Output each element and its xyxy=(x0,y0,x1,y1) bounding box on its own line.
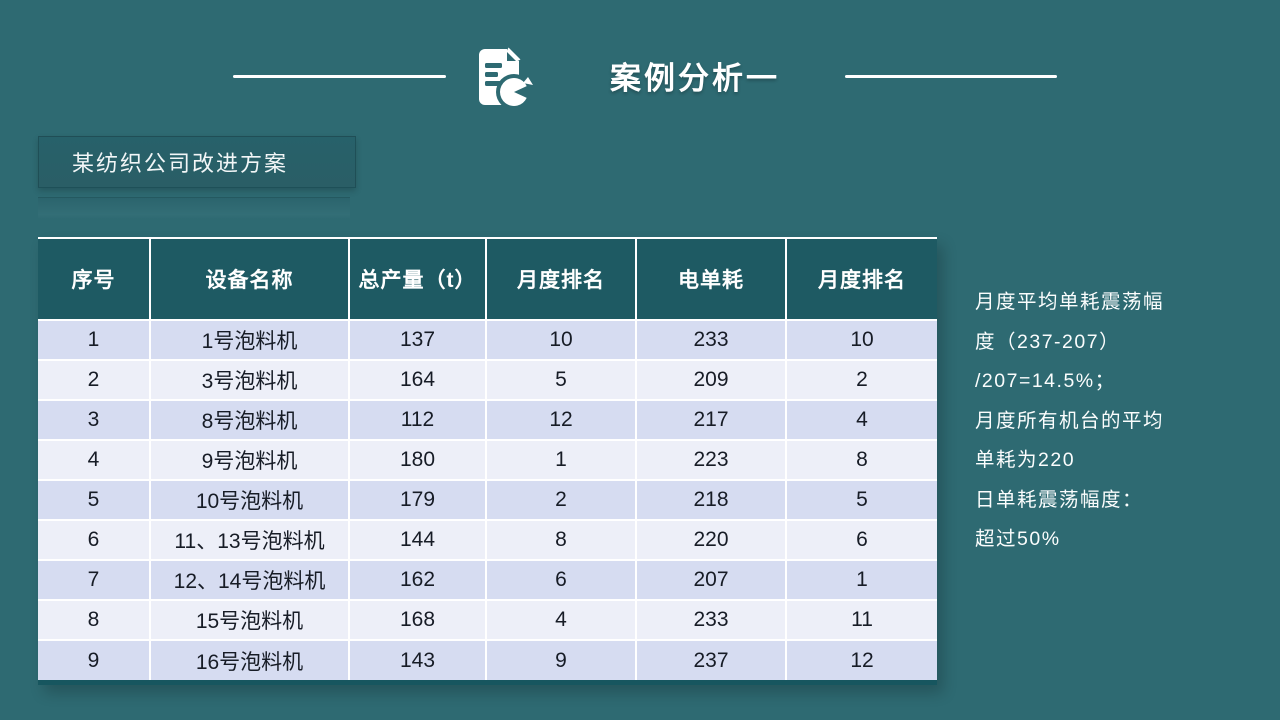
table-cell: 162 xyxy=(348,559,487,601)
table-cell: 9号泡料机 xyxy=(149,439,350,481)
title-decor-line-right xyxy=(845,75,1057,78)
table-cell: 223 xyxy=(635,439,787,481)
table-cell: 180 xyxy=(348,439,487,481)
table-cell: 8 xyxy=(38,599,151,641)
table-cell: 12 xyxy=(485,399,637,441)
table-cell: 233 xyxy=(635,319,787,361)
note-line: 单耗为220 xyxy=(975,449,1076,471)
table-cell: 233 xyxy=(635,599,787,641)
equipment-table-container: 序号 设备名称 总产量（t） 月度排名 电单耗 月度排名 1 1号泡料机 137 10 233 10… xyxy=(38,237,937,685)
subtitle-banner-reflection xyxy=(38,197,350,219)
note-line: 月度所有机台的平均 xyxy=(975,409,1165,432)
table-row: 9 16号泡料机 143 9 237 12 xyxy=(38,639,937,680)
column-header: 月度排名 xyxy=(485,237,637,321)
subtitle-banner: 某纺织公司改进方案 xyxy=(38,136,356,188)
table-cell: 5 xyxy=(38,479,151,521)
page-title: 案例分析一 xyxy=(610,61,780,96)
table-row: 4 9号泡料机 180 1 223 8 xyxy=(38,439,937,481)
table-cell: 3 xyxy=(38,399,151,441)
note-line: 度（237-207） xyxy=(975,330,1121,353)
table-cell: 6 xyxy=(485,559,637,601)
table-row: 7 12、14号泡料机 162 6 207 1 xyxy=(38,559,937,601)
note-line: 超过50% xyxy=(975,528,1061,550)
table-cell: 8 xyxy=(485,519,637,561)
table-cell: 6 xyxy=(785,519,937,561)
table-cell: 164 xyxy=(348,359,487,401)
table-cell: 4 xyxy=(785,399,937,441)
table-cell: 4 xyxy=(485,599,637,641)
table-cell: 11、13号泡料机 xyxy=(149,519,350,561)
table-cell: 220 xyxy=(635,519,787,561)
subtitle-label: 某纺织公司改进方案 xyxy=(72,151,289,176)
table-cell: 112 xyxy=(348,399,487,441)
column-header: 电单耗 xyxy=(635,237,787,321)
equipment-table: 序号 设备名称 总产量（t） 月度排名 电单耗 月度排名 1 1号泡料机 137 10 233 10… xyxy=(38,237,937,680)
table-cell: 168 xyxy=(348,599,487,641)
column-header: 序号 xyxy=(38,237,151,321)
table-cell: 16号泡料机 xyxy=(149,639,350,680)
table-cell: 143 xyxy=(348,639,487,680)
table-cell: 2 xyxy=(785,359,937,401)
note-line: 日单耗震荡幅度： xyxy=(975,488,1144,511)
table-header-row: 序号 设备名称 总产量（t） 月度排名 电单耗 月度排名 xyxy=(38,237,937,321)
table-cell: 179 xyxy=(348,479,487,521)
table-row: 6 11、13号泡料机 144 8 220 6 xyxy=(38,519,937,561)
note-line: 月度平均单耗震荡幅 xyxy=(975,291,1165,313)
table-cell: 9 xyxy=(485,639,637,680)
table-cell: 217 xyxy=(635,399,787,441)
table-cell: 2 xyxy=(38,359,151,401)
table-body: 1 1号泡料机 137 10 233 10 2 3号泡料机 164 5 209 2 3 8号泡料机 112 1… xyxy=(38,319,937,680)
note-line: /207=14.5%； xyxy=(975,370,1116,392)
table-cell: 10 xyxy=(785,319,937,361)
analysis-notes: 月度平均单耗震荡幅 度（237-207） /207=14.5%； 月度所有机台的平均单… xyxy=(975,283,1205,560)
table-cell: 15号泡料机 xyxy=(149,599,350,641)
table-cell: 10 xyxy=(485,319,637,361)
table-cell: 237 xyxy=(635,639,787,680)
table-cell: 9 xyxy=(38,639,151,680)
table-cell: 11 xyxy=(785,599,937,641)
table-header-row: 序号 设备名称 总产量（t） 月度排名 电单耗 月度排名 xyxy=(38,237,937,321)
table-cell: 5 xyxy=(785,479,937,521)
table-cell: 1 xyxy=(38,319,151,361)
table-row: 3 8号泡料机 112 12 217 4 xyxy=(38,399,937,441)
table-cell: 207 xyxy=(635,559,787,601)
table-cell: 1号泡料机 xyxy=(149,319,350,361)
table-cell: 12 xyxy=(785,639,937,680)
table-cell: 8号泡料机 xyxy=(149,399,350,441)
table-row: 1 1号泡料机 137 10 233 10 xyxy=(38,319,937,361)
table-cell: 1 xyxy=(785,559,937,601)
table-cell: 6 xyxy=(38,519,151,561)
table-row: 5 10号泡料机 179 2 218 5 xyxy=(38,479,937,521)
table-cell: 209 xyxy=(635,359,787,401)
table-cell: 8 xyxy=(785,439,937,481)
title-decor-line-left xyxy=(233,75,446,78)
document-chart-icon xyxy=(471,46,533,110)
table-cell: 218 xyxy=(635,479,787,521)
table-row: 8 15号泡料机 168 4 233 11 xyxy=(38,599,937,641)
column-header: 设备名称 xyxy=(149,237,350,321)
column-header: 总产量（t） xyxy=(348,237,487,321)
table-cell: 7 xyxy=(38,559,151,601)
table-cell: 1 xyxy=(485,439,637,481)
table-cell: 137 xyxy=(348,319,487,361)
table-row: 2 3号泡料机 164 5 209 2 xyxy=(38,359,937,401)
table-cell: 3号泡料机 xyxy=(149,359,350,401)
table-cell: 5 xyxy=(485,359,637,401)
table-cell: 12、14号泡料机 xyxy=(149,559,350,601)
table-cell: 4 xyxy=(38,439,151,481)
table-cell: 10号泡料机 xyxy=(149,479,350,521)
table-cell: 144 xyxy=(348,519,487,561)
table-cell: 2 xyxy=(485,479,637,521)
column-header: 月度排名 xyxy=(785,237,937,321)
